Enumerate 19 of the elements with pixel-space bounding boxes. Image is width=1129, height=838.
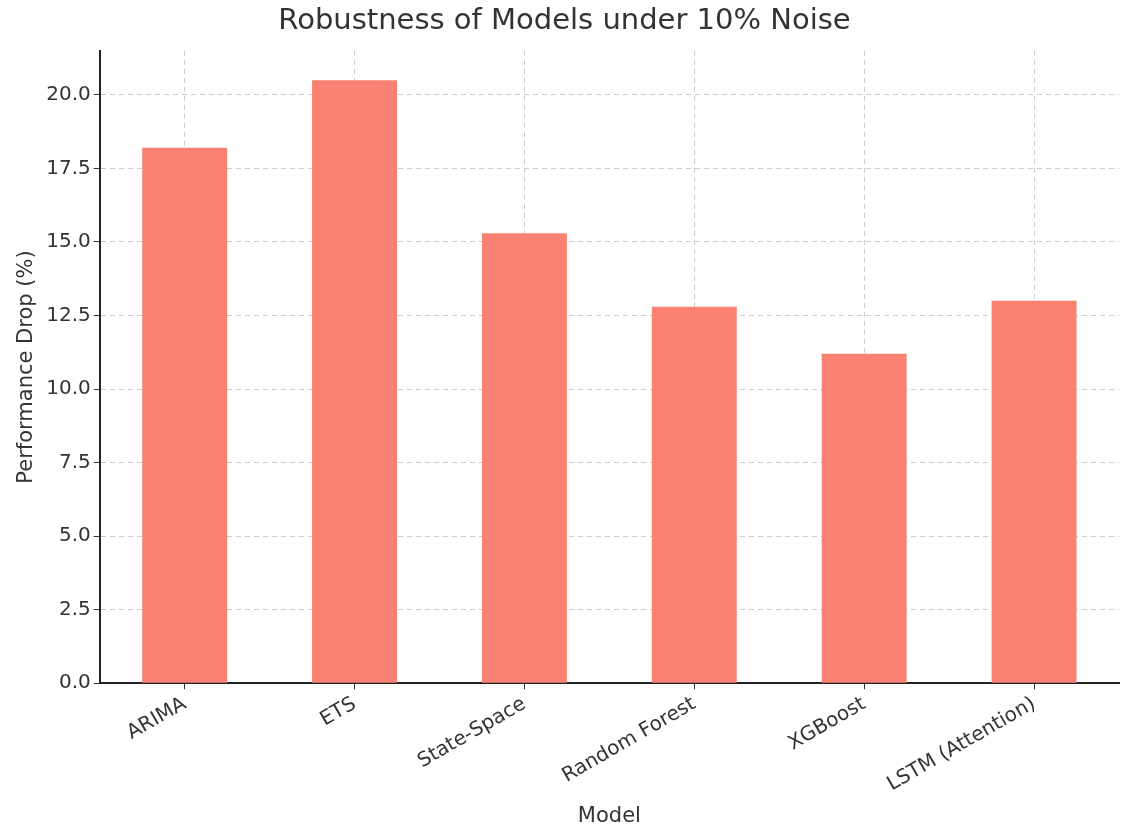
x-axis-title: Model (577, 802, 641, 827)
y-tick-label: 0.0 (58, 669, 91, 694)
y-tick-label: 7.5 (58, 448, 91, 473)
bar (651, 306, 737, 683)
y-tick-label: 15.0 (46, 228, 91, 253)
bar (481, 233, 567, 683)
bar (821, 353, 907, 683)
y-axis-title: Performance Drop (%) (13, 250, 38, 484)
bar (991, 300, 1077, 683)
y-tick-label: 20.0 (46, 81, 91, 106)
y-tick-label: 12.5 (46, 301, 91, 326)
bar (142, 147, 228, 683)
x-tick-label: ETS (315, 690, 360, 731)
y-tick-label: 10.0 (46, 375, 91, 400)
y-tick-label: 5.0 (58, 522, 91, 547)
bar (312, 80, 398, 683)
y-tick-label: 2.5 (58, 595, 91, 620)
y-tick-label: 17.5 (46, 154, 91, 179)
chart-title: Robustness of Models under 10% Noise (278, 1, 851, 36)
